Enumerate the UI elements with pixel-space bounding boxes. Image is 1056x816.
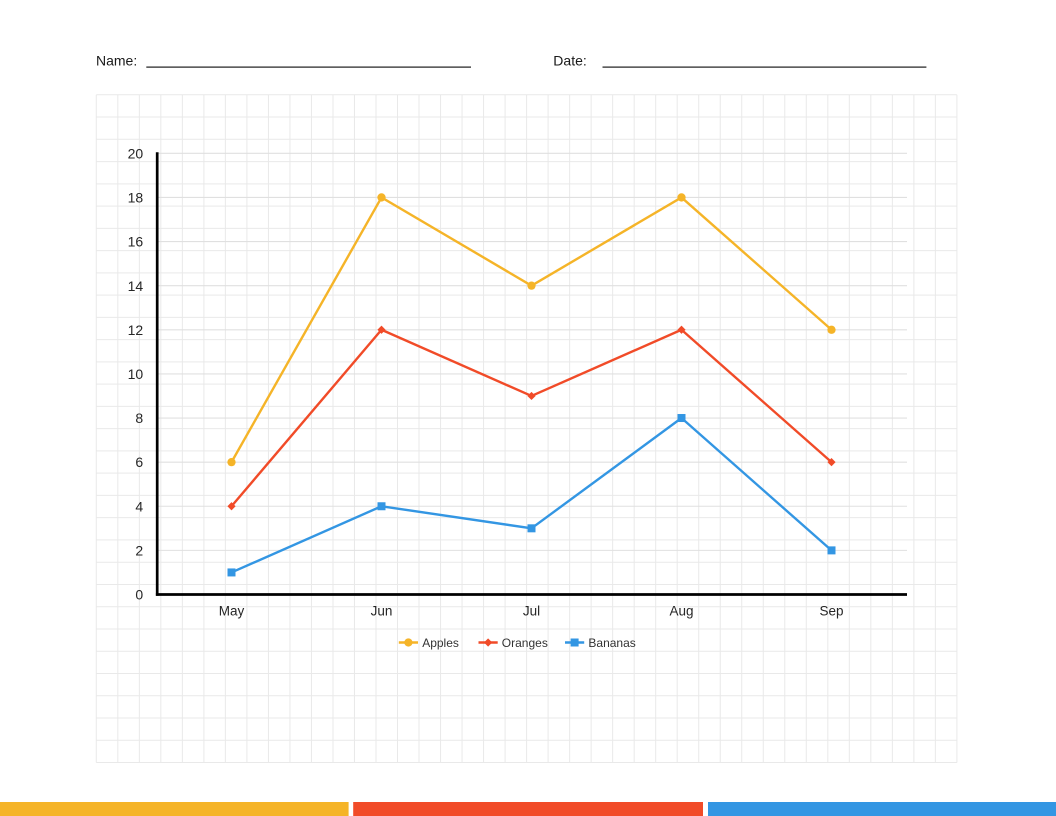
svg-text:Oranges: Oranges: [502, 636, 548, 650]
svg-text:14: 14: [128, 278, 144, 294]
svg-text:Bananas: Bananas: [588, 636, 635, 650]
svg-text:2: 2: [135, 542, 143, 558]
svg-text:Jun: Jun: [371, 604, 393, 619]
svg-text:12: 12: [128, 322, 144, 338]
svg-text:Jul: Jul: [523, 604, 540, 619]
svg-text:Apples: Apples: [422, 636, 459, 650]
svg-text:10: 10: [128, 366, 144, 382]
svg-text:Sep: Sep: [819, 604, 843, 619]
svg-text:May: May: [219, 604, 245, 619]
svg-text:6: 6: [135, 454, 143, 470]
svg-text:16: 16: [128, 234, 144, 250]
svg-text:4: 4: [135, 498, 143, 514]
svg-text:Aug: Aug: [669, 604, 693, 619]
svg-text:20: 20: [128, 145, 144, 161]
svg-text:Date:: Date:: [553, 53, 586, 69]
svg-text:0: 0: [135, 587, 143, 603]
svg-text:18: 18: [128, 190, 144, 206]
svg-text:Name:: Name:: [96, 53, 137, 69]
svg-text:8: 8: [135, 410, 143, 426]
